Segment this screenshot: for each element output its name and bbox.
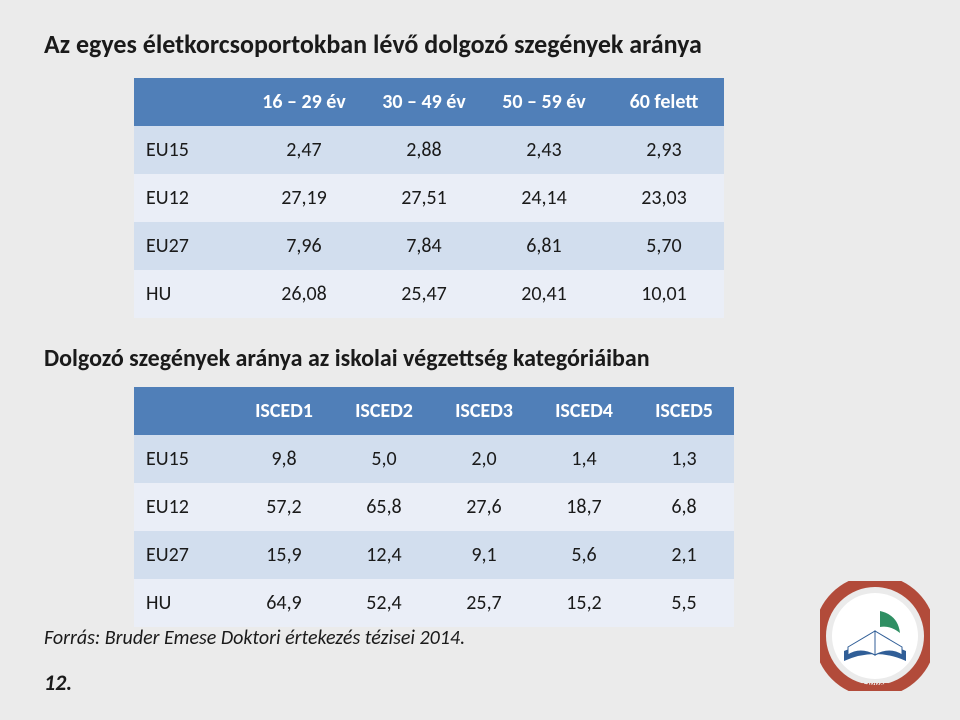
cell-value: 52,4 bbox=[334, 579, 434, 627]
slide-page: Az egyes életkorcsoportokban lévő dolgoz… bbox=[0, 0, 960, 720]
cell-value: 5,0 bbox=[334, 435, 434, 483]
cell-value: 1,4 bbox=[534, 435, 634, 483]
row-label: EU12 bbox=[134, 174, 244, 222]
col-header-blank bbox=[134, 387, 234, 435]
table-row: EU152,472,882,432,93 bbox=[134, 126, 724, 174]
col-header-blank bbox=[134, 78, 244, 126]
cell-value: 27,51 bbox=[364, 174, 484, 222]
table-row: HU64,952,425,715,25,5 bbox=[134, 579, 734, 627]
cell-value: 5,5 bbox=[634, 579, 734, 627]
cell-value: 2,43 bbox=[484, 126, 604, 174]
row-label: EU27 bbox=[134, 222, 244, 270]
cell-value: 15,2 bbox=[534, 579, 634, 627]
row-label: EU15 bbox=[134, 435, 234, 483]
col-header: ISCED1 bbox=[234, 387, 334, 435]
table-row: EU1257,265,827,618,76,8 bbox=[134, 483, 734, 531]
cell-value: 6,81 bbox=[484, 222, 604, 270]
page-number: 12. bbox=[44, 669, 72, 696]
col-header: ISCED3 bbox=[434, 387, 534, 435]
cell-value: 6,8 bbox=[634, 483, 734, 531]
col-header: ISCED5 bbox=[634, 387, 734, 435]
cell-value: 64,9 bbox=[234, 579, 334, 627]
row-label: EU12 bbox=[134, 483, 234, 531]
cell-value: 2,47 bbox=[244, 126, 364, 174]
table-row: EU277,967,846,815,70 bbox=[134, 222, 724, 270]
cell-value: 12,4 bbox=[334, 531, 434, 579]
cell-value: 5,6 bbox=[534, 531, 634, 579]
table-row: EU2715,912,49,15,62,1 bbox=[134, 531, 734, 579]
row-label: EU15 bbox=[134, 126, 244, 174]
cell-value: 25,7 bbox=[434, 579, 534, 627]
table-row: EU1227,1927,5124,1423,03 bbox=[134, 174, 724, 222]
row-label: EU27 bbox=[134, 531, 234, 579]
cell-value: 23,03 bbox=[604, 174, 724, 222]
cell-value: 57,2 bbox=[234, 483, 334, 531]
cell-value: 9,8 bbox=[234, 435, 334, 483]
col-header: 16 – 29 év bbox=[244, 78, 364, 126]
cell-value: 2,0 bbox=[434, 435, 534, 483]
table-row: HU26,0825,4720,4110,01 bbox=[134, 270, 724, 318]
col-header: 30 – 49 év bbox=[364, 78, 484, 126]
cell-value: 24,14 bbox=[484, 174, 604, 222]
cell-value: 10,01 bbox=[604, 270, 724, 318]
cell-value: 2,1 bbox=[634, 531, 734, 579]
svg-text:MKKSZ: MKKSZ bbox=[862, 681, 889, 691]
cell-value: 27,19 bbox=[244, 174, 364, 222]
table-row: EU159,85,02,01,41,3 bbox=[134, 435, 734, 483]
title-2: Dolgozó szegények aránya az iskolai végz… bbox=[44, 344, 916, 373]
cell-value: 25,47 bbox=[364, 270, 484, 318]
cell-value: 27,6 bbox=[434, 483, 534, 531]
col-header: 60 felett bbox=[604, 78, 724, 126]
cell-value: 26,08 bbox=[244, 270, 364, 318]
cell-value: 15,9 bbox=[234, 531, 334, 579]
row-label: HU bbox=[134, 270, 244, 318]
col-header: 50 – 59 év bbox=[484, 78, 604, 126]
source-text: Forrás: Bruder Emese Doktori értekezés t… bbox=[44, 626, 465, 650]
cell-value: 7,96 bbox=[244, 222, 364, 270]
title-1: Az egyes életkorcsoportokban lévő dolgoz… bbox=[44, 28, 916, 60]
mkksz-logo-icon: MKKSZ bbox=[820, 581, 930, 696]
col-header: ISCED2 bbox=[334, 387, 434, 435]
table-age-groups: 16 – 29 év30 – 49 év50 – 59 év60 felettE… bbox=[134, 78, 724, 318]
cell-value: 2,88 bbox=[364, 126, 484, 174]
cell-value: 5,70 bbox=[604, 222, 724, 270]
cell-value: 1,3 bbox=[634, 435, 734, 483]
col-header: ISCED4 bbox=[534, 387, 634, 435]
cell-value: 18,7 bbox=[534, 483, 634, 531]
cell-value: 65,8 bbox=[334, 483, 434, 531]
row-label: HU bbox=[134, 579, 234, 627]
table-isced: ISCED1ISCED2ISCED3ISCED4ISCED5EU159,85,0… bbox=[134, 387, 734, 627]
cell-value: 7,84 bbox=[364, 222, 484, 270]
cell-value: 9,1 bbox=[434, 531, 534, 579]
cell-value: 20,41 bbox=[484, 270, 604, 318]
cell-value: 2,93 bbox=[604, 126, 724, 174]
